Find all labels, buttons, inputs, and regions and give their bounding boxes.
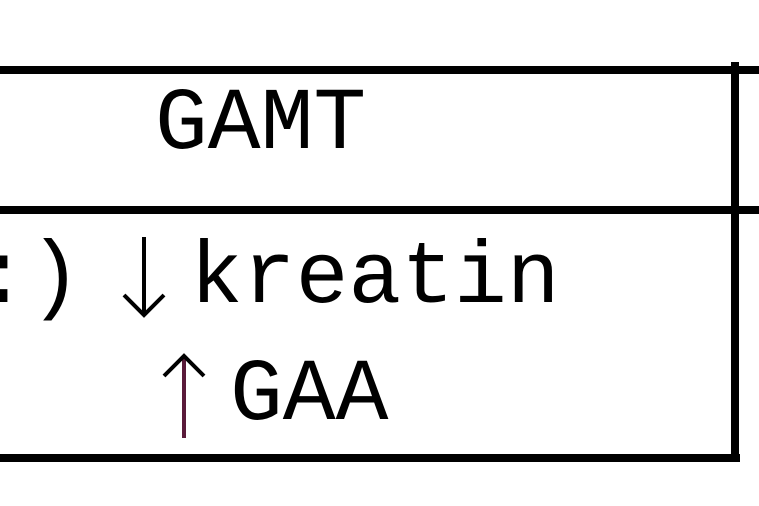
table-top-border: [0, 66, 759, 74]
arrow-up-icon: [162, 353, 206, 438]
left-cell-fragment: :): [0, 230, 82, 329]
arrow-down-icon: [122, 237, 166, 318]
column-divider: [731, 62, 739, 462]
finding-gaa: GAA: [230, 347, 389, 446]
finding-kreatin: kreatin: [190, 230, 560, 329]
header-cell-gamt: GAMT: [155, 76, 367, 175]
header-divider: [0, 206, 759, 214]
table-bottom-border: [0, 454, 740, 462]
